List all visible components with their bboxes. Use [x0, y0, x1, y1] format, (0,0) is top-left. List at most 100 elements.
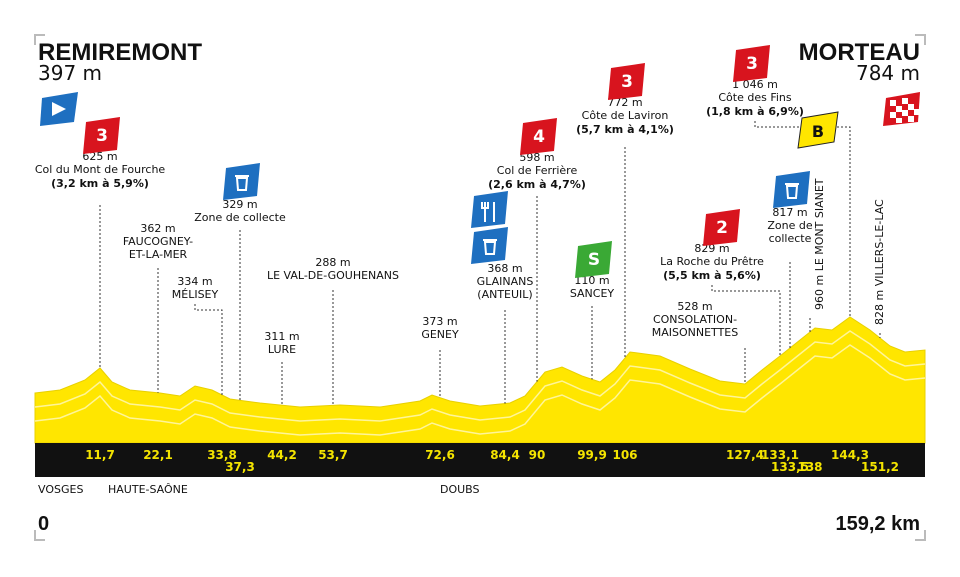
altitude: 625 m	[82, 150, 117, 163]
waypoint: 53,7 288 mLE VAL-DE-GOUHENANS	[267, 256, 399, 462]
finish-flag	[883, 92, 920, 126]
km-label: 84,4	[490, 448, 520, 462]
bin-icon	[483, 239, 497, 255]
place-name: MAISONNETTES	[652, 326, 739, 339]
category: 3	[621, 72, 633, 92]
category: 4	[533, 127, 545, 147]
waypoint: 151,2 828 m VILLERS-LE-LAC	[861, 199, 899, 474]
place-name: ET-LA-MER	[129, 248, 188, 261]
km-label: 22,1	[143, 448, 173, 462]
place-name: Côte des Fins	[718, 91, 792, 104]
km-label: 127,4	[726, 448, 764, 462]
service-badge	[471, 191, 508, 228]
altitude: 528 m	[677, 300, 712, 313]
profile-band	[34, 344, 926, 436]
km-label: 90	[529, 448, 546, 462]
km-label: 37,3	[225, 460, 255, 474]
start-altitude: 397 m	[38, 61, 102, 85]
bin-icon	[785, 183, 799, 199]
category: 2	[716, 218, 728, 238]
distance-start: 0	[38, 513, 49, 535]
km-label: 106	[612, 448, 637, 462]
place-name: La Roche du Prêtre	[660, 255, 764, 268]
leader	[711, 285, 781, 356]
region: HAUTE-SAÔNE	[108, 483, 188, 496]
region: DOUBS	[440, 483, 480, 496]
place-name: GLAINANS	[477, 275, 534, 288]
place-name: GENEY	[421, 328, 459, 341]
place-name: Col de Ferrière	[497, 164, 578, 177]
altitude: 288 m	[315, 256, 350, 269]
km-band	[35, 443, 925, 477]
place-name: Col du Mont de Fourche	[35, 163, 166, 176]
altitude: 311 m	[264, 330, 299, 343]
place-name: collecte	[769, 232, 812, 245]
km-label: 144,3	[831, 448, 869, 462]
service-badge	[471, 227, 508, 264]
start-name: REMIREMONT	[38, 39, 202, 66]
place-name: FAUCOGNEY-	[123, 235, 193, 248]
altitude: 362 m	[140, 222, 175, 235]
start-flag	[40, 92, 78, 126]
km-label: 44,2	[267, 448, 297, 462]
category-badge	[575, 241, 612, 278]
altitude: 1 046 m	[732, 78, 778, 91]
km-label: 133,1	[761, 448, 799, 462]
km-label: 99,9	[577, 448, 607, 462]
place-name: SANCEY	[570, 287, 615, 300]
grade: (2,6 km à 4,7%)	[488, 178, 586, 191]
km-label: 138	[797, 460, 822, 474]
place-name: Côte de Laviron	[582, 109, 669, 122]
km-label: 53,7	[318, 448, 348, 462]
grade: (5,7 km à 4,1%)	[576, 123, 674, 136]
bonus: B	[812, 122, 824, 141]
place-name: Zone de	[767, 219, 812, 232]
profile	[34, 316, 926, 444]
profile-band	[34, 330, 926, 422]
food-icon	[481, 202, 495, 222]
service-badge	[773, 171, 810, 208]
bonus-badge	[797, 111, 839, 149]
grade: (1,8 km à 6,9%)	[706, 105, 804, 118]
km-label: 133,5	[771, 460, 809, 474]
distance-end: 159,2 km	[835, 513, 920, 535]
km-label: 11,7	[85, 448, 115, 462]
frame	[34, 34, 926, 541]
leader	[194, 304, 223, 395]
category-badge	[83, 117, 120, 154]
km-label: 151,2	[861, 460, 899, 474]
km-label: 33,8	[207, 448, 237, 462]
place-name: LE VAL-DE-GOUHENANS	[267, 269, 399, 282]
region: VOSGES	[38, 483, 83, 496]
bin-icon	[235, 175, 249, 191]
altitude: 598 m	[519, 151, 554, 164]
place-name: (ANTEUIL)	[477, 288, 532, 301]
altitude: 368 m	[487, 262, 522, 275]
grade: (3,2 km à 5,9%)	[51, 177, 149, 190]
place-name: Zone de collecte	[194, 211, 286, 224]
altitude: 110 m	[574, 274, 609, 287]
place-name: MÉLISEY	[172, 288, 219, 301]
category: S	[588, 250, 600, 270]
vertical-label: 960 m LE MONT SIANET	[813, 178, 826, 310]
category: 3	[96, 126, 108, 146]
altitude: 373 m	[422, 315, 457, 328]
altitude: 334 m	[177, 275, 212, 288]
altitude: 817 m	[772, 206, 807, 219]
km-label: 72,6	[425, 448, 455, 462]
